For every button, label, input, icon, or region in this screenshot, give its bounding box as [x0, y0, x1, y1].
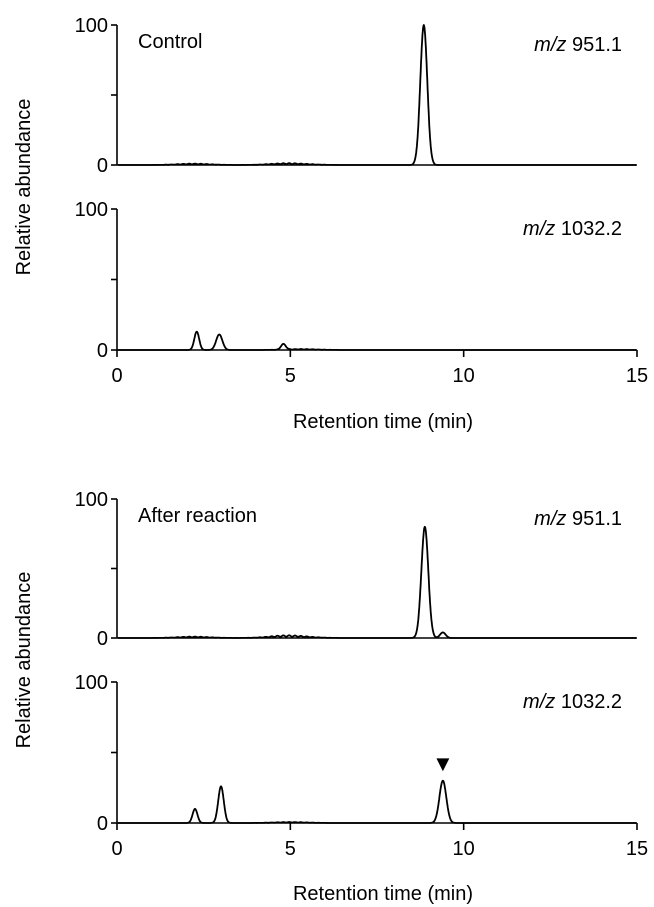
mz-label: m/z 951.1 — [534, 508, 622, 530]
x-axis-title: Retention time (min) — [293, 883, 473, 905]
mz-prefix: m/z — [523, 691, 555, 713]
x-axis-title: Retention time (min) — [293, 411, 473, 433]
y-axis-title: Relative abundance — [13, 99, 35, 276]
chromatogram-panel: 0 100 After reaction m/z 951.1 — [75, 489, 637, 650]
mz-prefix: m/z — [523, 218, 555, 240]
chromatogram-panel: 0 100 m/z 1032.2 — [75, 199, 636, 362]
mz-label: m/z 1032.2 — [523, 691, 622, 713]
y-tick-label: 100 — [75, 199, 108, 221]
peak-marker-arrow: ▼ — [432, 751, 454, 776]
y-tick-label: 0 — [97, 155, 108, 177]
x-tick-label: 10 — [453, 365, 475, 387]
chromatogram-panel: 0 100 m/z 1032.2 ▼ — [75, 672, 636, 835]
mz-prefix: m/z — [534, 34, 566, 56]
y-tick-label: 100 — [75, 15, 108, 37]
chromatogram-trace — [118, 781, 636, 823]
y-tick-label: 0 — [97, 340, 108, 362]
mz-value: 951.1 — [566, 508, 622, 530]
mz-value: 1032.2 — [555, 218, 622, 240]
x-tick-label: 10 — [453, 838, 475, 860]
y-tick-label: 100 — [75, 489, 108, 511]
x-tick-label: 5 — [285, 838, 296, 860]
x-tick-label: 15 — [626, 365, 648, 387]
condition-label: Control — [138, 31, 202, 53]
chromatogram-trace — [118, 332, 636, 350]
mz-value: 1032.2 — [555, 691, 622, 713]
y-tick-label: 0 — [97, 813, 108, 835]
x-tick-label: 15 — [626, 838, 648, 860]
x-tick-label: 0 — [111, 838, 122, 860]
mz-label: m/z 951.1 — [534, 34, 622, 56]
x-tick-label: 5 — [285, 365, 296, 387]
chromatogram-trace — [118, 527, 636, 638]
y-axis-title: Relative abundance — [13, 572, 35, 749]
mz-prefix: m/z — [534, 508, 566, 530]
chromatogram-group-1: 0 100 Control m/z 951.1 0 100 m/z 1032.2 0 5 10 15… — [13, 15, 648, 433]
mz-label: m/z 1032.2 — [523, 218, 622, 240]
x-tick-label: 0 — [111, 365, 122, 387]
y-tick-label: 0 — [97, 628, 108, 650]
chromatogram-panel: 0 100 Control m/z 951.1 — [75, 15, 637, 177]
mz-value: 951.1 — [566, 34, 622, 56]
condition-label: After reaction — [138, 505, 257, 527]
y-tick-label: 100 — [75, 672, 108, 694]
